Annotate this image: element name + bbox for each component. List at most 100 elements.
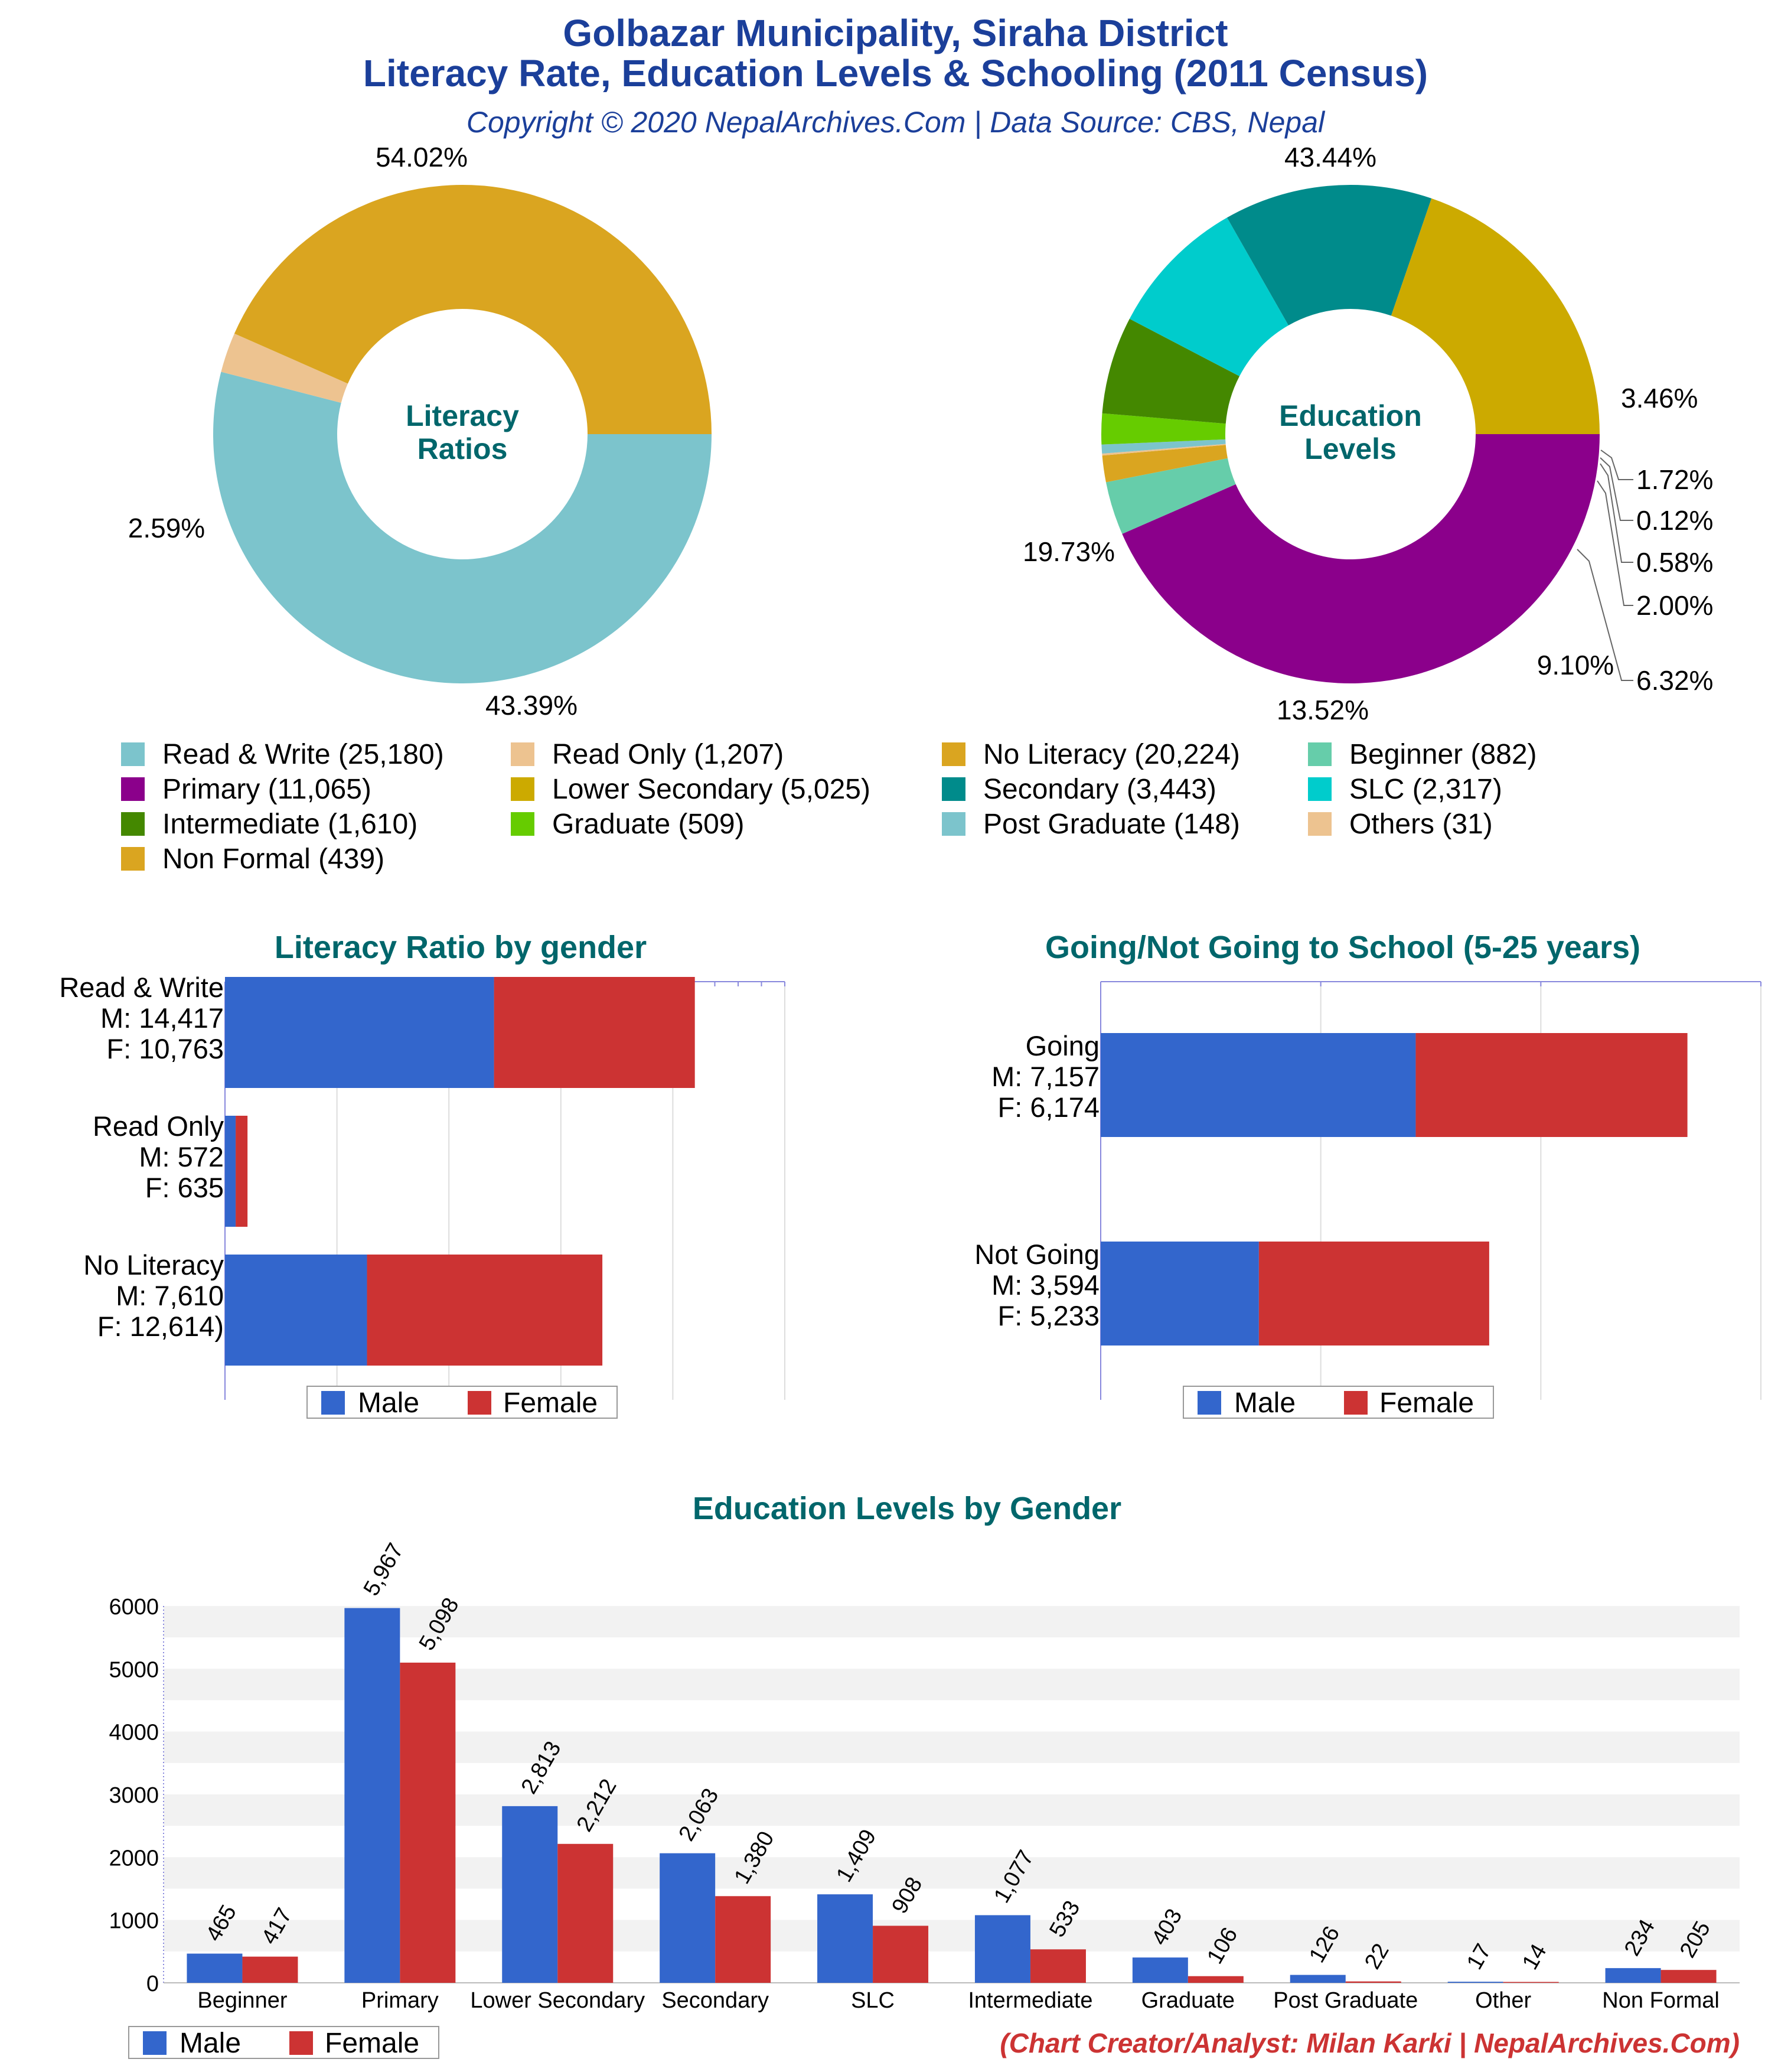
donut-center-label-2: Levels xyxy=(1304,432,1397,465)
pie-slice-graduate xyxy=(1101,413,1226,445)
pie-slice-read-write xyxy=(213,372,712,683)
legend-swatch xyxy=(942,742,965,766)
x-tick-label: Post Graduate xyxy=(1273,1988,1418,2013)
x-tick-label: Other xyxy=(1475,1988,1531,2013)
bar-female xyxy=(557,1843,614,1983)
bar-male xyxy=(817,1894,873,1983)
chart-title: Education Levels by Gender xyxy=(693,1491,1121,1526)
y-tick-label: 3000 xyxy=(109,1783,159,1808)
bar-male xyxy=(502,1806,558,1983)
pie-leader-line xyxy=(1600,463,1633,563)
pie-slice-post-graduate xyxy=(1101,439,1226,454)
y-tick-label: 0 xyxy=(146,1972,159,1996)
x-tick-label: Graduate xyxy=(1141,1988,1235,2013)
legend-item: Beginner (882) xyxy=(1308,738,1537,770)
category-label: Read Only xyxy=(93,1110,224,1142)
bar-male xyxy=(1447,1982,1503,1983)
legend-item: Primary (11,065) xyxy=(121,773,371,805)
bar-male xyxy=(225,1116,236,1227)
category-label: No Literacy xyxy=(83,1249,224,1281)
credit-text: (Chart Creator/Analyst: Milan Karki | Ne… xyxy=(1000,2028,1740,2058)
category-label: M: 572 xyxy=(139,1141,224,1172)
legend-item: Graduate (509) xyxy=(511,808,745,840)
category-label: F: 635 xyxy=(145,1172,224,1203)
legend-swatch xyxy=(121,812,145,836)
pie-percent-label: 54.02% xyxy=(376,142,468,172)
category-label: M: 7,610 xyxy=(116,1280,224,1311)
bar-male xyxy=(1290,1975,1346,1983)
legend-item: No Literacy (20,224) xyxy=(942,738,1240,770)
legend-item: Post Graduate (148) xyxy=(942,808,1240,840)
legend-swatch-female xyxy=(289,2031,313,2055)
legend-item: Others (31) xyxy=(1308,808,1493,840)
pie-percent-label: 19.73% xyxy=(1023,536,1115,567)
donut-center-label-1: Literacy xyxy=(406,399,519,432)
pie-legend: Read & Write (25,180) Read Only (1,207) No… xyxy=(0,738,1791,886)
bar-male xyxy=(225,977,494,1088)
bar-female xyxy=(494,977,695,1088)
bar-female xyxy=(1258,1242,1489,1346)
category-label: M: 3,594 xyxy=(991,1269,1100,1301)
legend-label: Beginner (882) xyxy=(1349,738,1537,770)
pie-percent-label: 3.46% xyxy=(1621,383,1698,413)
data-label: 5,967 xyxy=(359,1539,409,1600)
legend-female: Female xyxy=(325,2028,419,2059)
bar-male xyxy=(974,1915,1030,1983)
chart-schooling: Going/Not Going to School (5-25 years) Go… xyxy=(974,930,1761,1419)
pie-leader-line xyxy=(1577,549,1633,681)
legend-item: Read Only (1,207) xyxy=(511,738,784,770)
category-label: F: 6,174 xyxy=(998,1092,1100,1123)
bar-female xyxy=(236,1116,248,1227)
legend-item: Read & Write (25,180) xyxy=(121,738,444,770)
bar-male xyxy=(1605,1968,1661,1983)
bar-male xyxy=(1101,1033,1416,1137)
pie-percent-label: 9.10% xyxy=(1537,650,1614,680)
pie-slice-beginner xyxy=(1105,458,1236,534)
legend-male: Male xyxy=(180,2028,241,2059)
bar-female xyxy=(1030,1949,1086,1983)
pie-percent-label: 6.32% xyxy=(1636,665,1713,696)
bar-legend: Male Female xyxy=(306,1386,618,1419)
legend-box xyxy=(128,2026,439,2059)
pie-slice-slc xyxy=(1129,217,1288,376)
pie-percent-label: 2.59% xyxy=(128,513,205,543)
pie-slice-others xyxy=(1102,444,1226,456)
page-subtitle: Copyright © 2020 NepalArchives.Com | Dat… xyxy=(466,106,1325,139)
bar-female xyxy=(1415,1033,1688,1137)
legend-swatch xyxy=(1308,742,1332,766)
category-label: M: 7,157 xyxy=(991,1061,1100,1092)
bar-female xyxy=(1660,1970,1717,1983)
pie-percent-label: 13.52% xyxy=(1277,695,1369,725)
bar-female xyxy=(715,1896,771,1983)
bar-legend: Male Female xyxy=(1183,1386,1494,1419)
pie-slice-lower-secondary xyxy=(1391,198,1600,434)
legend-label: Intermediate (1,610) xyxy=(162,808,418,840)
legend-swatch-female xyxy=(1344,1391,1368,1415)
bar-female xyxy=(873,1926,929,1983)
bar-female xyxy=(1503,1982,1559,1983)
legend-label: Lower Secondary (5,025) xyxy=(552,773,870,805)
legend-swatch xyxy=(511,742,534,766)
bar-male xyxy=(225,1255,367,1366)
legend-item: Intermediate (1,610) xyxy=(121,808,417,840)
grid-band xyxy=(164,1606,1740,1638)
pie-slice-intermediate xyxy=(1102,318,1240,424)
bar-female xyxy=(1188,1976,1244,1983)
legend-label: Non Formal (439) xyxy=(162,843,385,875)
legend-swatch xyxy=(1308,777,1332,801)
chart-education-gender: Education Levels by Gender 0 1000 2000 3000 4… xyxy=(109,1491,1740,2059)
donut-center-label-1: Education xyxy=(1279,399,1422,432)
category-label: F: 12,614) xyxy=(97,1311,224,1342)
legend-swatch-male xyxy=(321,1391,345,1415)
legend-label: SLC (2,317) xyxy=(1349,773,1502,805)
legend-label: Read & Write (25,180) xyxy=(162,738,444,770)
title-line-2: Literacy Rate, Education Levels & School… xyxy=(363,52,1428,95)
legend-box xyxy=(1183,1386,1494,1419)
pie-slice-no-literacy xyxy=(234,184,712,434)
pie-percent-label: 0.12% xyxy=(1636,505,1713,536)
y-tick-label: 2000 xyxy=(109,1846,159,1871)
legend-female: Female xyxy=(1379,1387,1474,1419)
y-tick-label: 6000 xyxy=(109,1595,159,1620)
legend-male: Male xyxy=(358,1387,419,1419)
